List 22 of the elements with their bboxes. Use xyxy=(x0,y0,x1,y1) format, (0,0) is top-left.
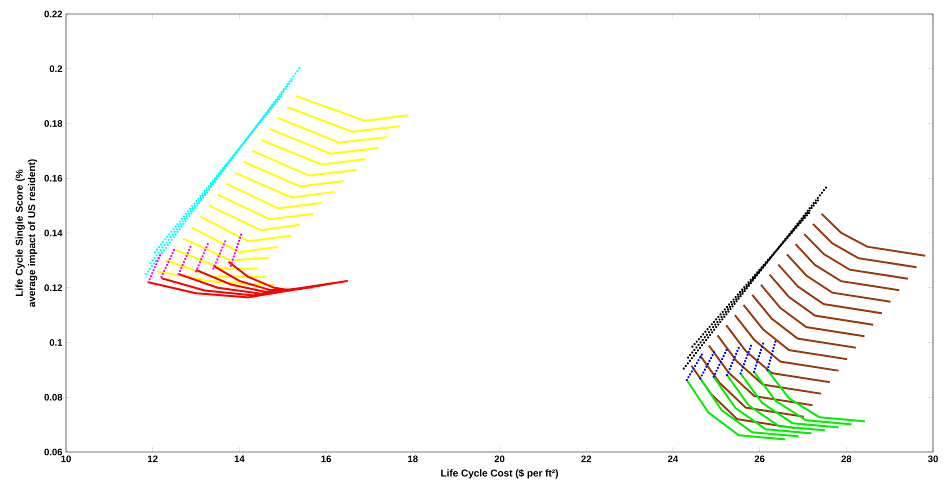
x-tick-label: 28 xyxy=(841,456,852,462)
x-tick-label: 26 xyxy=(754,456,765,462)
x-tick-label: 18 xyxy=(408,456,418,462)
y-tick-label: 0.22 xyxy=(44,10,62,18)
x-tick-label: 10 xyxy=(61,456,71,462)
y-tick-label: 0.16 xyxy=(44,174,62,182)
x-tick-label: 22 xyxy=(581,456,592,462)
y-tick-label: 0.12 xyxy=(44,284,62,292)
x-tick-label: 12 xyxy=(148,456,158,462)
y-tick-label: 0.18 xyxy=(44,120,62,127)
x-axis-title: Life Cycle Cost ($ per ft²) xyxy=(441,469,558,479)
y-tick-label: 0.2 xyxy=(50,65,62,72)
y-tick-label: 0.1 xyxy=(50,339,62,346)
y-tick-label: 0.08 xyxy=(44,394,62,401)
x-tick-label: 30 xyxy=(928,456,938,462)
x-tick-label: 14 xyxy=(234,456,245,462)
x-tick-label: 24 xyxy=(668,456,678,462)
y-tick-label: 0.14 xyxy=(44,230,62,236)
y-axis-title: Life Cycle Single Score (% average impact of US resident) xyxy=(15,159,38,307)
x-tick-label: 20 xyxy=(494,456,504,462)
y-tick-label: 0.06 xyxy=(44,448,62,456)
x-tick-label: 16 xyxy=(321,456,332,462)
